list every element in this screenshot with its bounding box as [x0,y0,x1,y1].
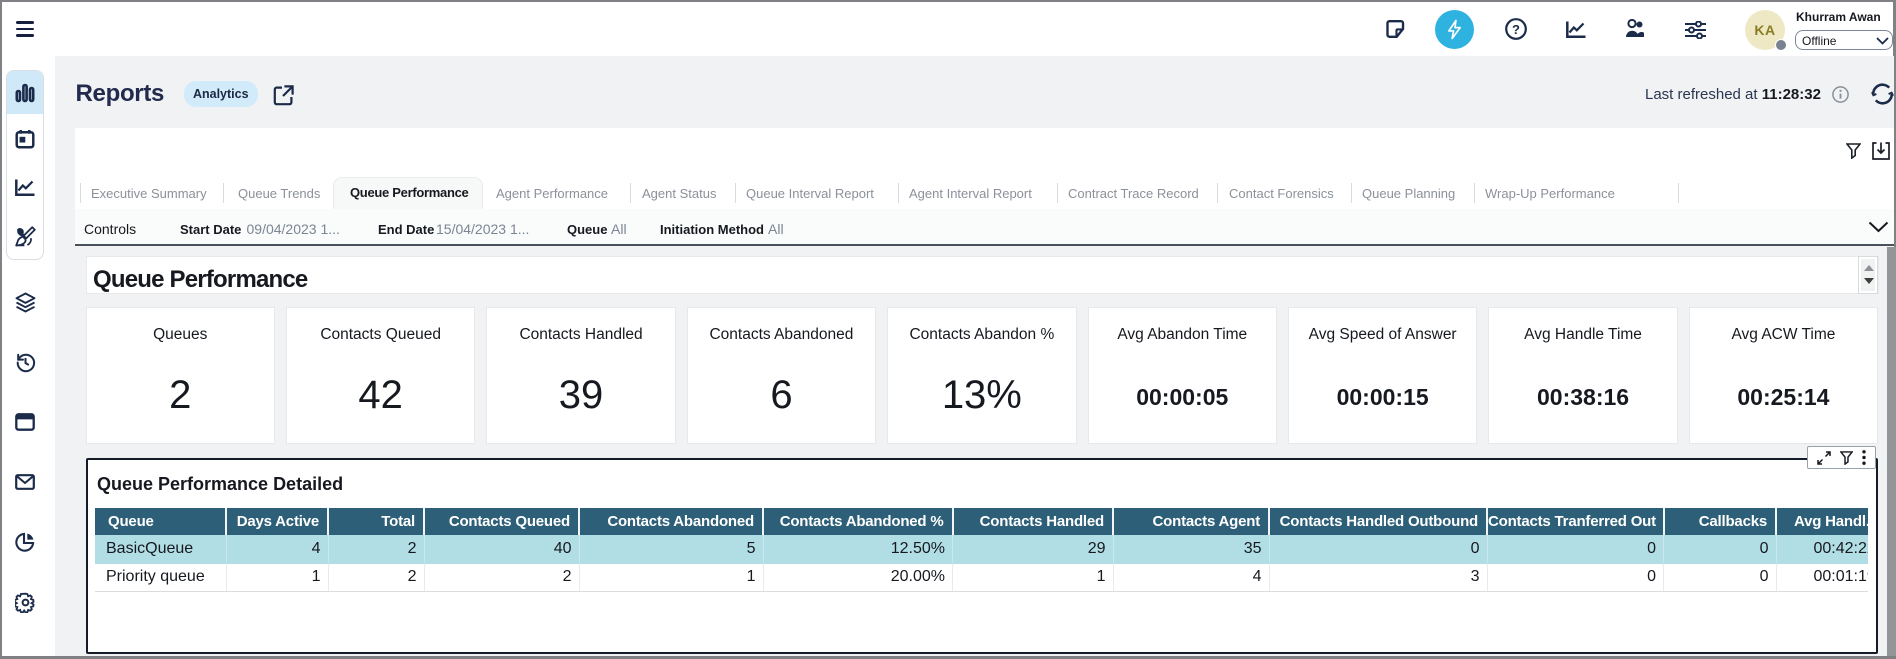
svg-text:?: ? [1512,22,1520,37]
